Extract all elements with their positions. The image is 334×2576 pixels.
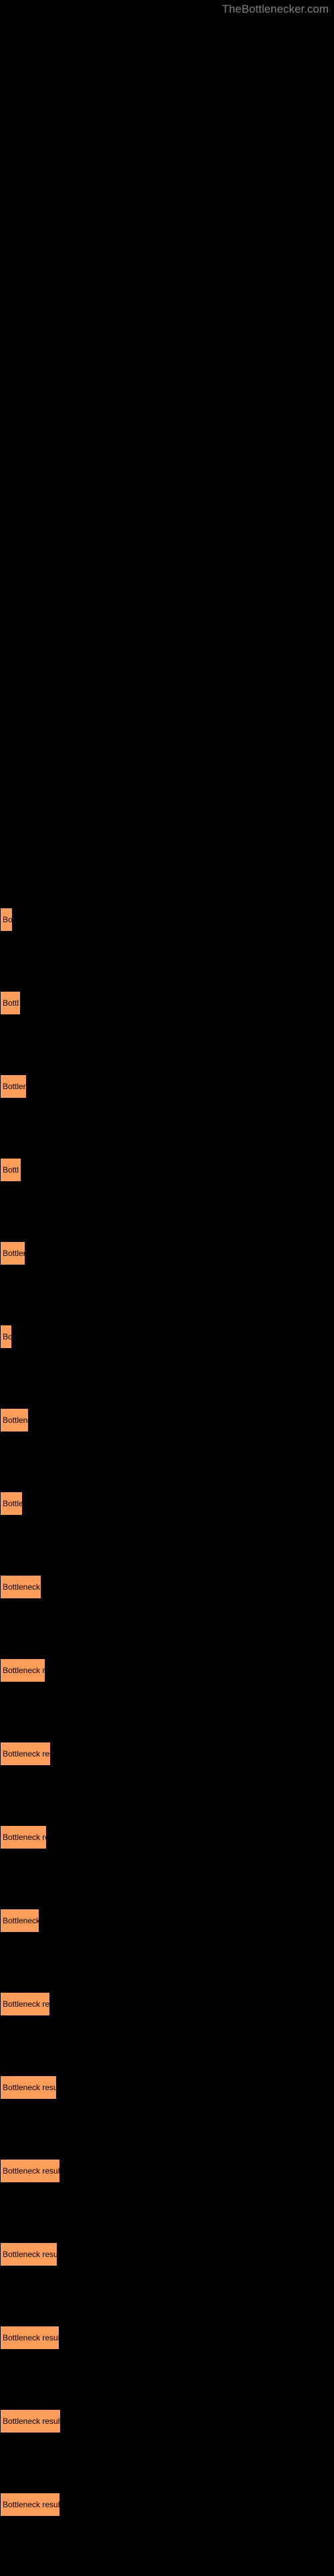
bar-row: Bottleneck result <box>0 2159 334 2183</box>
bar: Bottlen <box>0 1241 25 1265</box>
bar-row: Bottleneck result <box>0 1992 334 2016</box>
bar-row: Bottl <box>0 991 334 1015</box>
bar: Bottleneck result <box>0 2493 60 2517</box>
bar: Bottleneck result <box>0 2326 59 2350</box>
bar: Bottleneck result <box>0 2409 61 2433</box>
bar: Bo <box>0 908 13 932</box>
bar-row: Bo <box>0 908 334 932</box>
bar-row: Bottleneck result <box>0 2493 334 2517</box>
bar: Bottleneck resu <box>0 1825 47 1849</box>
bar: Bottleneck result <box>0 2075 57 2100</box>
bar: Bottleneck result <box>0 1742 51 1766</box>
bar: Bottleneck result <box>0 1992 50 2016</box>
bar-row: Bottleneck result <box>0 2326 334 2350</box>
bar: Bo <box>0 1325 12 1349</box>
bar-row: Bottleneck r <box>0 1909 334 1933</box>
bar: Bottleneck r <box>0 1909 39 1933</box>
bar-row: Bottleneck result <box>0 2409 334 2433</box>
bar-row: Bottle <box>0 1492 334 1516</box>
bar: Bottl <box>0 1158 21 1182</box>
bar: Bottleneck re <box>0 1575 41 1599</box>
bar-row: Bo <box>0 1325 334 1349</box>
bar-row: Bottlene <box>0 1074 334 1098</box>
bar: Bottleneck res <box>0 1658 45 1682</box>
bar-row: Bottlen <box>0 1241 334 1265</box>
bar: Bottleneck result <box>0 2159 60 2183</box>
bar: Bottleneck result <box>0 2242 57 2266</box>
bar-row: Bottleneck res <box>0 1658 334 1682</box>
bar-row: Bottleneck result <box>0 2075 334 2100</box>
bar-row: Bottleneck result <box>0 2242 334 2266</box>
bar-row: Bottleneck result <box>0 1742 334 1766</box>
bar-row: Bottlenec <box>0 1408 334 1432</box>
bar-row: Bottl <box>0 1158 334 1182</box>
bar: Bottlene <box>0 1074 27 1098</box>
bar: Bottle <box>0 1492 23 1516</box>
bar-chart: Bo Bottl Bottlene Bottl Bottlen Bo Bottlenec Bo… <box>0 908 334 2576</box>
watermark-text: TheBottlenecker.com <box>222 3 329 16</box>
bar: Bottlenec <box>0 1408 29 1432</box>
bar: Bottl <box>0 991 21 1015</box>
bar-row: Bottleneck re <box>0 1575 334 1599</box>
bar-row: Bottleneck resu <box>0 1825 334 1849</box>
